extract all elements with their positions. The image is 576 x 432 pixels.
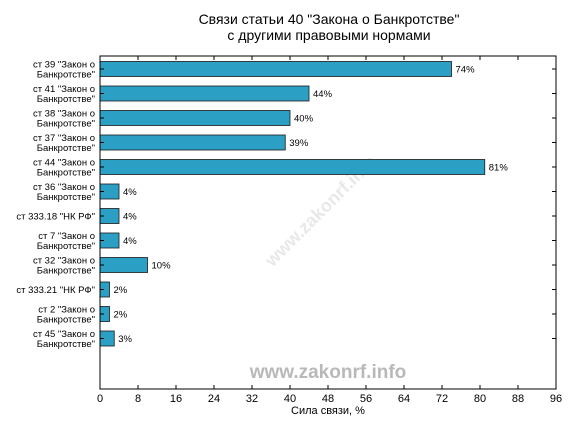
x-tick-label: 48 — [322, 393, 334, 405]
x-tick-label: 72 — [436, 393, 448, 405]
bar — [99, 159, 486, 175]
bar — [99, 61, 452, 77]
value-labels: 74% 44% 40% 39% 81% 4% 4% 4% 10% 2% 2% 3% — [114, 65, 509, 346]
bar — [99, 134, 286, 151]
x-tick-label: 96 — [550, 393, 562, 405]
x-tick-label: 80 — [474, 393, 486, 405]
x-axis-label: Сила связи, % — [291, 405, 365, 417]
category-label: ст 32 "Закон о Банкротстве" — [33, 256, 95, 277]
category-label: ст 36 "Закон о Банкротстве" — [33, 182, 95, 203]
bar-value-label: 4% — [123, 212, 137, 223]
x-tick-label: 8 — [135, 393, 141, 405]
bar — [99, 110, 291, 126]
x-tick-label: 32 — [246, 393, 258, 405]
bar-value-label: 10% — [152, 261, 172, 272]
x-tick-label: 16 — [170, 393, 182, 405]
category-labels: ст 39 "Закон о Банкротстве" ст 41 "Закон о… — [16, 60, 95, 351]
bar-value-label: 2% — [114, 285, 128, 296]
category-label: ст 38 "Закон о Банкротстве" — [33, 109, 95, 130]
x-tick-label: 0 — [97, 393, 103, 405]
watermark-text: www.zakonrf.info — [249, 362, 407, 383]
category-label: ст 7 "Закон о Банкротстве" — [37, 231, 95, 252]
plot-frame — [99, 55, 557, 390]
x-tick-label: 88 — [512, 393, 524, 405]
category-label: ст 44 "Закон о Банкротстве" — [33, 158, 95, 179]
bars-group — [99, 61, 486, 347]
bar-value-label: 3% — [118, 334, 132, 345]
bar-value-label: 4% — [123, 187, 137, 198]
bar — [99, 257, 148, 273]
bar-value-label: 74% — [456, 65, 476, 76]
x-tick-label: 64 — [398, 393, 410, 405]
chart-title-line-1: Связи статьи 40 "Закона о Банкротстве" — [199, 11, 460, 27]
chart-title-line-2: с другими правовыми нормами — [227, 27, 430, 43]
bar-value-label: 44% — [313, 89, 333, 100]
x-tick-label: 40 — [284, 393, 296, 405]
axes — [99, 55, 557, 390]
category-label: ст 333.18 "НК РФ" — [16, 212, 95, 223]
bar-value-label: 4% — [123, 236, 137, 247]
bar-value-label: 81% — [489, 163, 509, 174]
category-label: ст 37 "Закон о Банкротстве" — [33, 133, 95, 154]
category-label: ст 41 "Закон о Банкротстве" — [33, 84, 95, 105]
x-tick-label: 24 — [208, 393, 220, 405]
category-label: ст 45 "Закон о Банкротстве" — [33, 329, 95, 350]
bar-value-label: 40% — [294, 114, 314, 125]
x-tick-label: 56 — [360, 393, 372, 405]
bar-value-label: 39% — [289, 138, 309, 149]
bar-value-label: 2% — [114, 310, 128, 321]
x-tick-labels: 0 8 16 24 32 40 48 56 64 72 80 88 96 — [97, 393, 562, 405]
category-label: ст 2 "Закон о Банкротстве" — [37, 305, 95, 326]
bar — [99, 85, 310, 102]
category-label: ст 39 "Закон о Банкротстве" — [33, 60, 95, 81]
category-label: ст 333.21 "НК РФ" — [16, 285, 95, 296]
